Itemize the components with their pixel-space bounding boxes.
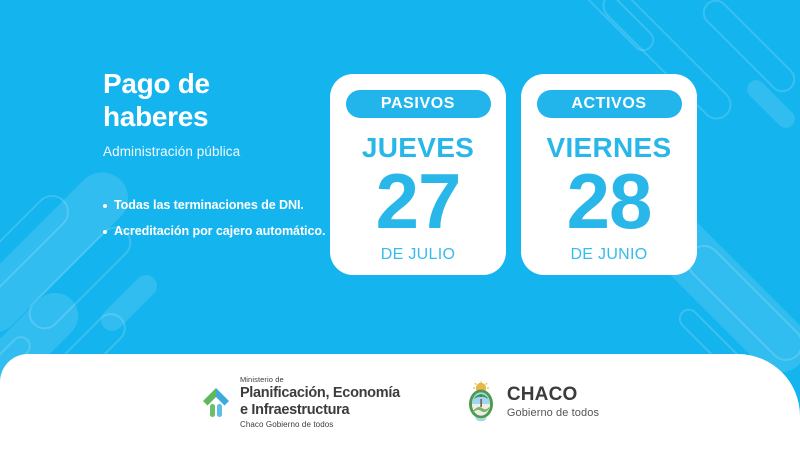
page-title-line1: Pago de — [103, 68, 210, 99]
weekday-label: JUEVES — [361, 132, 475, 163]
list-item-label: Todas las terminaciones de DNI. — [114, 197, 304, 212]
month-label: DE JULIO — [380, 246, 456, 264]
deco-capsule — [679, 237, 800, 369]
page-subtitle: Administración pública — [103, 143, 241, 159]
ministry-name-line1: Planificación, Economía — [239, 385, 400, 402]
deco-capsule — [743, 76, 799, 132]
date-card-group: PASIVOS JUEVES 27 DE JULIO ACTIVOS VIERN… — [330, 74, 697, 275]
status-badge: ACTIVOS — [536, 90, 682, 118]
bullet-dot-icon — [103, 203, 107, 208]
ministry-kicker: Ministerio de — [239, 375, 284, 385]
page-title: Pago de haberes — [103, 68, 328, 134]
weekday-label: VIERNES — [546, 132, 672, 163]
footer-bar: Ministerio de Planificación, Economía e … — [0, 354, 800, 450]
house-arrow-icon — [202, 388, 229, 417]
bullet-list: Todas las terminaciones de DNI. Acredita… — [103, 197, 328, 242]
day-number: 27 — [375, 157, 462, 245]
chaco-coat-of-arms-icon — [468, 381, 493, 422]
page-title-line2: haberes — [103, 100, 209, 132]
province-logo: CHACO Gobierno de todos — [464, 381, 599, 423]
month-label: DE JUNIO — [570, 246, 648, 264]
province-name: CHACO — [506, 384, 578, 405]
bullet-dot-icon — [103, 230, 107, 235]
list-item: Acreditación por cajero automático. — [103, 223, 328, 241]
ministry-logo: Ministerio de Planificación, Economía e … — [201, 375, 400, 429]
status-badge: PASIVOS — [345, 90, 491, 118]
date-card-pasivos: PASIVOS JUEVES 27 DE JULIO — [330, 74, 506, 275]
list-item-label: Acreditación por cajero automático. — [114, 224, 326, 239]
ministry-text: Ministerio de Planificación, Economía e … — [240, 375, 400, 428]
deco-capsule — [697, 0, 800, 98]
ministry-subtitle: Chaco Gobierno de todos — [239, 419, 334, 429]
ministry-name-line2: e Infraestructura — [239, 401, 350, 418]
deco-capsule — [96, 270, 162, 336]
date-card-activos: ACTIVOS VIERNES 28 DE JUNIO — [521, 74, 697, 275]
province-subtitle: Gobierno de todos — [506, 407, 600, 419]
headline-block: Pago de haberes Administración pública T… — [103, 68, 328, 250]
list-item: Todas las terminaciones de DNI. — [103, 197, 328, 215]
day-number: 28 — [566, 157, 653, 245]
province-text: CHACO Gobierno de todos — [507, 385, 599, 419]
deco-capsule — [575, 0, 659, 56]
deco-capsule — [0, 187, 77, 319]
